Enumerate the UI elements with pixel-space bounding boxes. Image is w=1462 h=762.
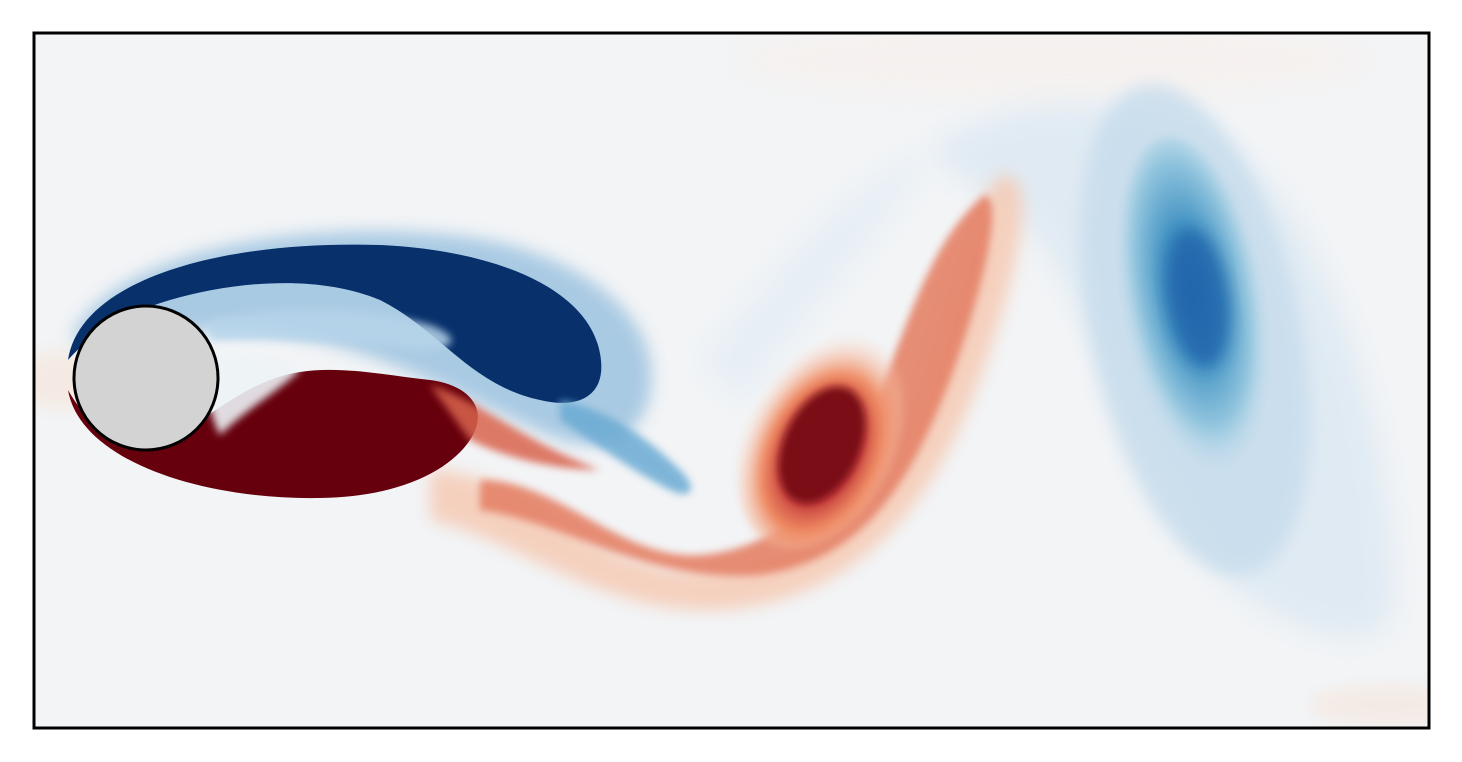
blue-vortex-upper <box>68 244 602 403</box>
blue-vortex-upper-gap <box>210 309 452 350</box>
plot-frame <box>32 31 1431 730</box>
faint-warm-region-top <box>730 33 1370 100</box>
faint-blue-streak <box>700 150 930 400</box>
vorticity-field <box>34 33 1429 728</box>
red-vortex-center <box>778 386 866 504</box>
red-shear-layer-lower-edge <box>430 385 600 470</box>
cylinder <box>72 304 220 452</box>
blue-vortex-upper-tail <box>560 400 691 494</box>
blue-vortex-far-center <box>1166 228 1230 368</box>
near-wake-gap <box>200 354 300 435</box>
red-shear-layer-lower <box>68 369 478 499</box>
faint-warm-region-bottom-right <box>1310 685 1429 725</box>
